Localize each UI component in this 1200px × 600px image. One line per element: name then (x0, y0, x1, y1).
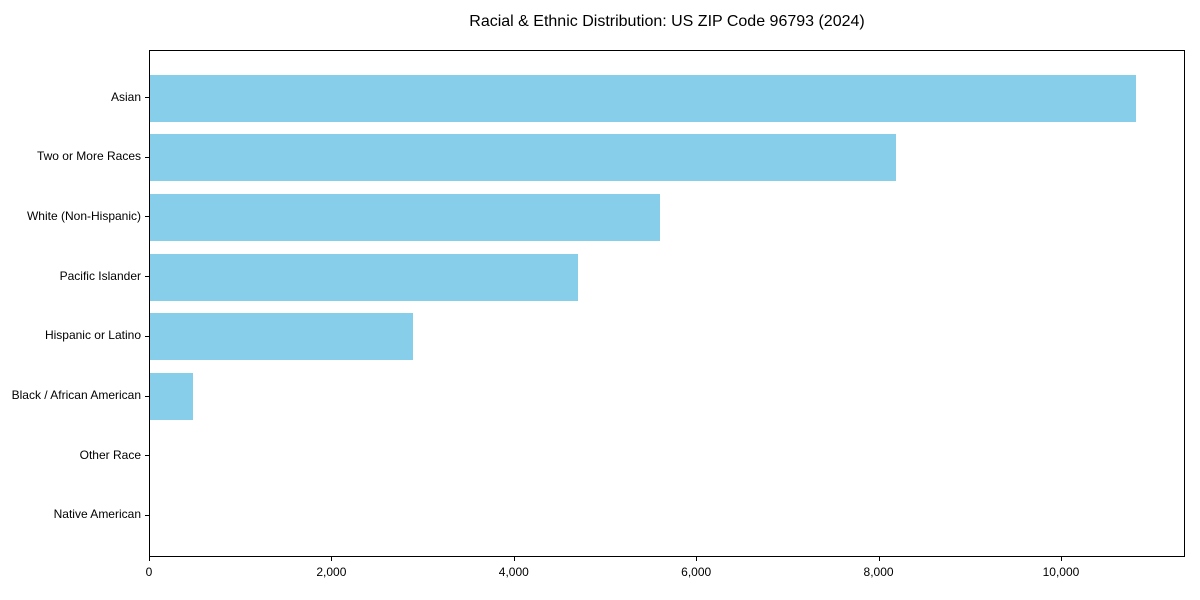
x-tick-mark (1060, 557, 1062, 561)
y-tick-label-pacific-islander: Pacific Islander (59, 268, 141, 283)
y-tick-label-other-race: Other Race (79, 447, 141, 462)
y-tick-mark (145, 156, 149, 158)
x-tick-mark (878, 557, 880, 561)
x-tick-label: 10,000 (1042, 565, 1080, 579)
y-tick-label-white-non-hispanic: White (Non-Hispanic) (26, 208, 141, 223)
y-tick-label-black-african-american: Black / African American (11, 388, 141, 403)
y-tick-mark (145, 335, 149, 337)
bar-pacific-islander (150, 253, 578, 301)
x-tick-label: 0 (145, 565, 153, 579)
y-tick-label-two-or-more-races: Two or More Races (36, 149, 141, 164)
y-tick-mark (145, 514, 149, 516)
bar-white-non-hispanic (150, 193, 660, 241)
y-tick-mark (145, 97, 149, 98)
x-tick-mark (149, 557, 150, 561)
y-tick-label-native-american: Native American (53, 507, 141, 522)
y-tick-mark (145, 395, 149, 397)
chart-title: Racial & Ethnic Distribution: US ZIP Cod… (469, 13, 865, 30)
x-tick-label: 2,000 (316, 565, 347, 579)
y-tick-label-hispanic-or-latino: Hispanic or Latino (44, 328, 141, 343)
y-tick-mark (145, 216, 149, 218)
x-tick-mark (513, 557, 515, 561)
x-tick-label: 6,000 (681, 565, 712, 579)
bar-asian (150, 74, 1136, 122)
x-tick-label: 8,000 (863, 565, 894, 579)
x-tick-label: 4,000 (498, 565, 529, 579)
plot-area (149, 50, 1185, 557)
bar-two-or-more-races (150, 134, 896, 182)
x-tick-mark (331, 557, 333, 561)
y-tick-mark (145, 455, 149, 457)
y-tick-mark (145, 276, 149, 278)
bar-hispanic-or-latino (150, 313, 413, 361)
y-tick-label-asian: Asian (110, 89, 141, 104)
bar-black-african-american (150, 373, 193, 421)
x-tick-mark (696, 557, 698, 561)
